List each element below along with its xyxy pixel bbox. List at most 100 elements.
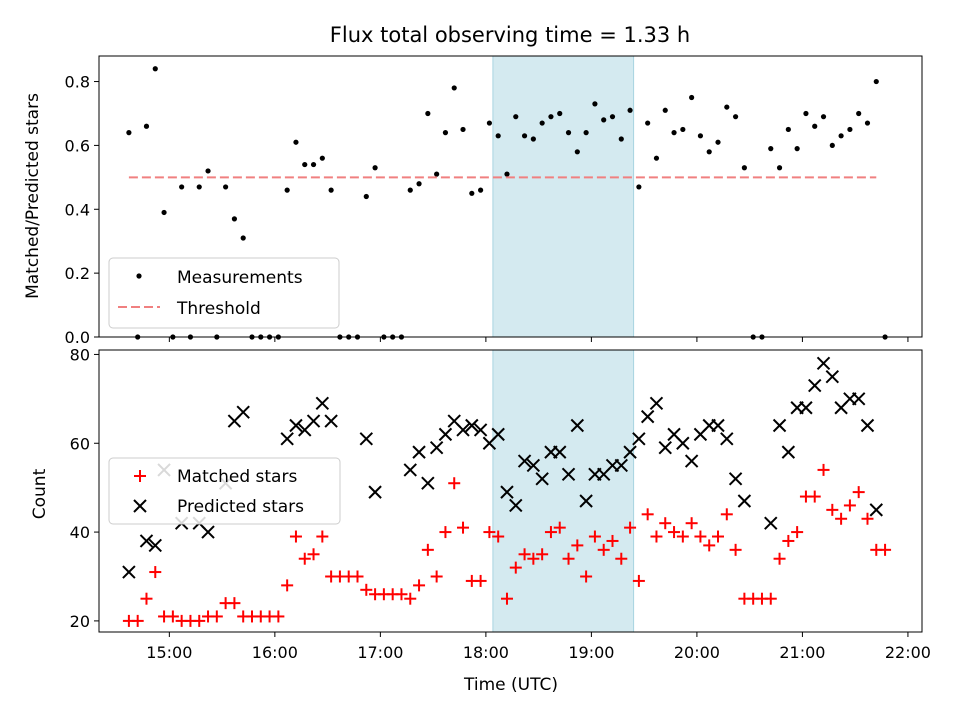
measurement-point [240,235,246,241]
count-panel: 20 40 60 80 15:00 16:00 17:00 18:00 19:00 20:00 2… [30,345,931,695]
matched-point [307,548,320,561]
predicted-point [799,401,813,415]
measurement-point [838,133,844,139]
measurement-point [706,149,712,155]
predicted-point [808,378,822,393]
predicted-point [429,440,444,455]
legend-bottom: Matched stars Predicted stars [108,457,341,525]
matched-point [492,530,505,543]
measurement-point [486,120,492,126]
measurement-point [662,107,668,113]
measurement-point [460,126,466,133]
predicted-point [465,418,479,433]
predicted-point [122,565,136,579]
measurement-point [152,66,158,72]
measurement-point [609,114,616,120]
measurement-point [820,114,827,120]
matched-point [131,614,144,627]
measurement-point [302,161,308,168]
predicted-point [781,445,796,459]
matched-point [580,570,593,583]
measurement-point [636,184,642,190]
matched-point [413,579,426,592]
predicted-point [139,534,154,548]
matched-point [852,486,865,499]
matched-point [773,552,786,565]
measurement-point [803,110,809,117]
matched-point [720,508,733,521]
predicted-point [289,418,303,433]
matched-point [843,499,856,512]
predicted-point [280,432,294,446]
matched-point [272,610,285,623]
measurement-point [574,149,580,155]
predicted-point [579,494,593,508]
matched-point [518,548,531,561]
measurement-point [689,94,695,101]
matched-point [782,534,795,547]
measurement-point [495,133,501,139]
y-axis-label-bottom: Count [30,468,50,519]
measurement-point [732,114,739,120]
measurement-point [785,126,791,133]
measurement-point [627,107,633,113]
matched-point [685,517,698,530]
predicted-point [720,432,734,446]
predicted-point [632,432,646,446]
plot-frame-bottom [98,349,923,633]
measurement-point [513,114,519,120]
measurement-point [179,184,185,190]
measurement-point [284,187,290,193]
matched-point [166,610,179,623]
x-tick-label: 17:00 [357,643,403,662]
predicted-point [658,440,672,455]
matched-point [879,543,892,556]
matched-point [668,526,681,539]
y-tick-label: 0.6 [65,136,90,155]
measurement-point [425,110,431,117]
predicted-point [676,436,690,450]
y-tick-label: 0.4 [65,200,90,219]
x-axis-label: Time (UTC) [463,675,558,695]
measurement-point [812,123,818,129]
predicted-point [614,458,628,473]
matched-point [676,530,689,543]
measurement-point [794,146,800,152]
predicted-point [526,458,541,473]
legend-measurements-label: Measurements [177,268,303,288]
predicted-point [649,396,664,410]
predicted-point [737,494,752,508]
legend-matched-label: Matched stars [177,467,297,487]
measurement-point [715,139,721,145]
matched-point [588,530,601,543]
matched-point [395,588,408,601]
measurement-point [697,133,704,139]
matched-point [281,579,294,592]
y-tick-label: 0.0 [65,328,90,347]
predicted-point [403,463,417,477]
measurement-point [583,130,589,136]
matched-point [527,552,540,565]
legend-predicted-label: Predicted stars [177,497,304,517]
measurement-point [601,117,607,123]
predicted-point [148,538,162,553]
predicted-point [553,445,567,459]
matched-point [509,561,522,574]
measurement-point [231,216,238,222]
matched-point [694,530,707,543]
predicted-point [561,467,576,482]
matched-point [826,503,839,516]
measurement-point [478,187,484,193]
predicted-point [517,454,532,468]
matched-point [149,566,162,579]
matched-point [861,512,874,525]
y-ticks-top: 0.0 0.2 0.4 0.6 0.8 [65,73,99,347]
predicted-point [359,432,374,446]
matched-point [140,592,153,605]
measurement-point [680,126,686,133]
highlight-span-bottom [492,349,635,633]
matched-point [624,521,637,534]
predicted-point [860,418,875,433]
measurement-point [416,181,422,187]
predicted-point [438,427,453,442]
